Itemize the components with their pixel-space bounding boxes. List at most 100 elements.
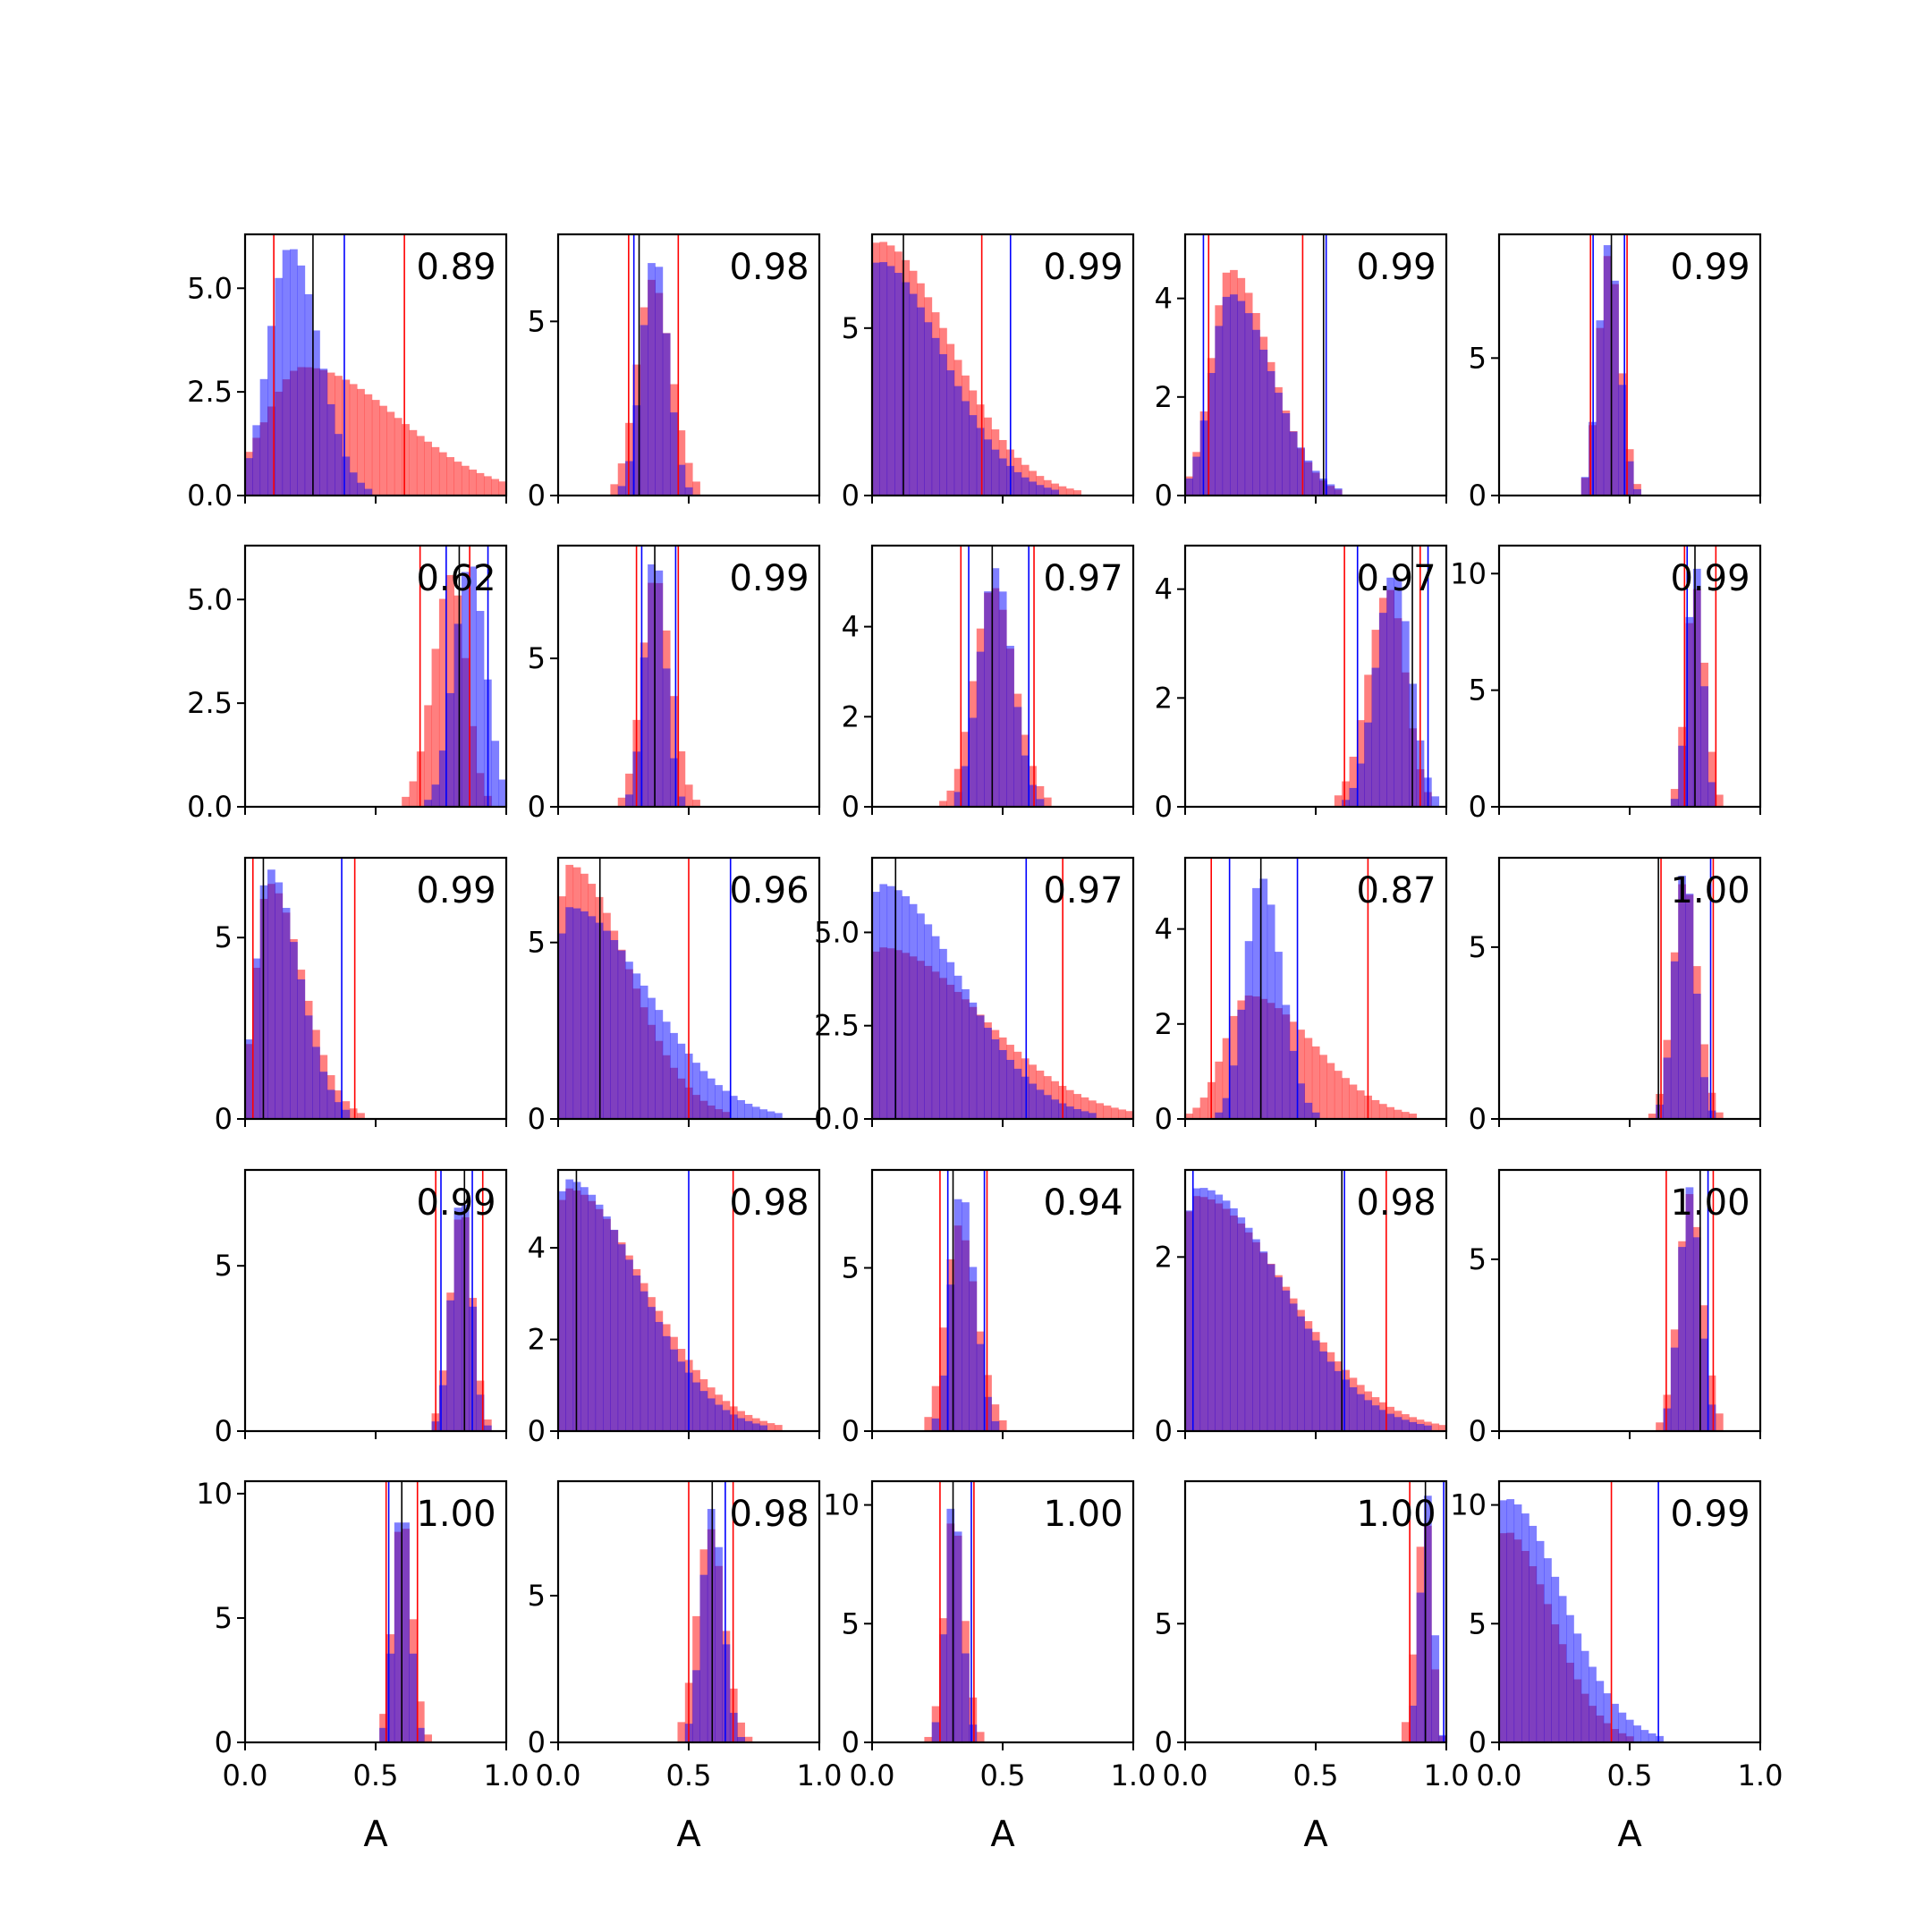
blue-histogram-bar: [1334, 487, 1343, 496]
red-histogram-bar: [1378, 1104, 1387, 1119]
blue-histogram-bar: [1051, 489, 1059, 496]
blue-histogram-bar: [1297, 1316, 1305, 1431]
blue-histogram-bar: [729, 1096, 738, 1119]
blue-histogram-bar: [909, 903, 918, 1119]
blue-histogram-bar: [1013, 471, 1022, 496]
blue-histogram-bar: [1692, 993, 1701, 1119]
blue-histogram-bar: [998, 458, 1007, 496]
blue-histogram-bar: [939, 1375, 947, 1431]
red-histogram-bar: [424, 705, 432, 807]
red-histogram-bar: [1215, 1061, 1224, 1119]
blue-histogram-bar: [1580, 1650, 1589, 1742]
blue-histogram-bar: [1036, 1089, 1045, 1119]
blue-histogram-bar: [677, 796, 686, 807]
blue-histogram-bar: [872, 892, 880, 1119]
blue-histogram-bar: [1326, 1361, 1335, 1431]
red-histogram-bar: [483, 476, 492, 496]
subplot-2-1: 0.62 0.0 2.5 5.0: [187, 544, 508, 824]
blue-histogram-bar: [969, 1267, 978, 1431]
y-tick-label: 0: [842, 790, 860, 824]
y-tick-label: 0: [1155, 1414, 1173, 1448]
blue-histogram-bar: [1544, 1558, 1552, 1742]
red-histogram-bar: [1349, 757, 1358, 807]
blue-histogram-bar: [1513, 1504, 1522, 1742]
subplot-1-4: 0.99 0 2 4: [1155, 233, 1448, 513]
x-tick-label: 1.0: [1738, 1758, 1784, 1792]
blue-histogram-bar: [1618, 385, 1627, 496]
red-histogram-bar: [379, 405, 387, 496]
subplot-4-5: 1.00 0 5: [1469, 1168, 1762, 1448]
blue-histogram-bar: [991, 568, 1000, 807]
y-tick-label: 10: [1450, 1488, 1487, 1522]
y-tick-label: 4: [1155, 912, 1173, 946]
red-histogram-bar: [998, 1419, 1007, 1431]
x-tick-label: 1.0: [484, 1758, 530, 1792]
y-tick-label: 5.0: [187, 271, 233, 305]
red-histogram-bar: [1715, 794, 1724, 807]
blue-histogram-bar: [1230, 1065, 1238, 1119]
blue-histogram-bar: [707, 1398, 716, 1431]
y-tick-label: 2.5: [187, 375, 233, 409]
red-histogram-bar: [1349, 1084, 1358, 1119]
blue-histogram-bar: [662, 1335, 671, 1431]
blue-histogram-bar: [677, 1043, 686, 1119]
blue-histogram-bar: [962, 988, 970, 1119]
red-histogram-bar: [969, 1697, 978, 1742]
blue-histogram-bar: [1529, 1525, 1538, 1742]
x-axis-label: A: [1303, 1814, 1328, 1855]
y-tick-label: 2: [1155, 1007, 1173, 1041]
blue-histogram-bar: [1640, 1730, 1649, 1742]
blue-histogram-bar: [1282, 412, 1291, 496]
blue-histogram-bar: [1625, 1719, 1634, 1742]
y-tick-label: 0: [842, 479, 860, 513]
blue-histogram-bar: [751, 1106, 760, 1119]
red-histogram-bar: [424, 1734, 432, 1742]
blue-histogram-bar: [357, 482, 365, 496]
blue-histogram-bar: [1259, 878, 1268, 1119]
plot-area: [872, 858, 1133, 1119]
score-label: 0.98: [1356, 1182, 1436, 1224]
blue-histogram-bar: [931, 1722, 940, 1742]
blue-histogram-bar: [939, 353, 947, 496]
blue-histogram-bar: [1311, 1340, 1320, 1431]
red-histogram-bar: [1409, 1654, 1418, 1742]
blue-histogram-bar: [386, 1653, 395, 1742]
blue-histogram-bar: [476, 611, 485, 807]
plot-area: [1670, 546, 1724, 807]
y-tick-label: 0.0: [187, 479, 233, 513]
blue-histogram-bar: [662, 333, 671, 496]
blue-histogram-bar: [1700, 686, 1708, 807]
blue-histogram-bar: [1342, 1379, 1350, 1431]
red-histogram-bar: [924, 1736, 933, 1742]
subplot-4-2: 0.98 0 2 4: [528, 1168, 821, 1448]
score-label: 0.97: [1356, 558, 1436, 599]
blue-histogram-bar: [670, 1349, 678, 1431]
y-tick-label: 2: [528, 1323, 546, 1357]
x-tick-label: 1.0: [1424, 1758, 1470, 1792]
blue-histogram-bar: [1678, 1247, 1686, 1431]
blue-histogram-bar: [1021, 755, 1030, 807]
red-histogram-bar: [1036, 785, 1045, 807]
blue-histogram-bar: [625, 794, 633, 807]
blue-histogram-bar: [1036, 799, 1045, 807]
blue-histogram-bar: [290, 249, 298, 496]
score-label: 0.99: [1043, 247, 1123, 288]
blue-histogram-bar: [699, 1071, 708, 1119]
blue-histogram-bar: [1648, 1733, 1657, 1742]
y-tick-label: 10: [823, 1488, 860, 1522]
red-histogram-bar: [1342, 1078, 1350, 1119]
blue-histogram-bar: [670, 412, 678, 496]
blue-histogram-bar: [1423, 1425, 1432, 1431]
blue-histogram-bar: [267, 869, 275, 1119]
blue-histogram-bar: [1237, 301, 1246, 496]
blue-histogram-bar: [969, 1724, 978, 1742]
blue-histogram-bar: [699, 1574, 708, 1742]
score-label: 0.99: [1670, 1494, 1750, 1535]
y-tick-label: 0: [1155, 479, 1173, 513]
red-histogram-bar: [1088, 1100, 1097, 1119]
blue-histogram-bar: [1596, 320, 1605, 496]
blue-histogram-bar: [1378, 1410, 1387, 1431]
blue-histogram-bar: [1356, 763, 1365, 807]
plot-area: [1648, 858, 1724, 1119]
blue-histogram-bar: [1029, 1083, 1037, 1119]
